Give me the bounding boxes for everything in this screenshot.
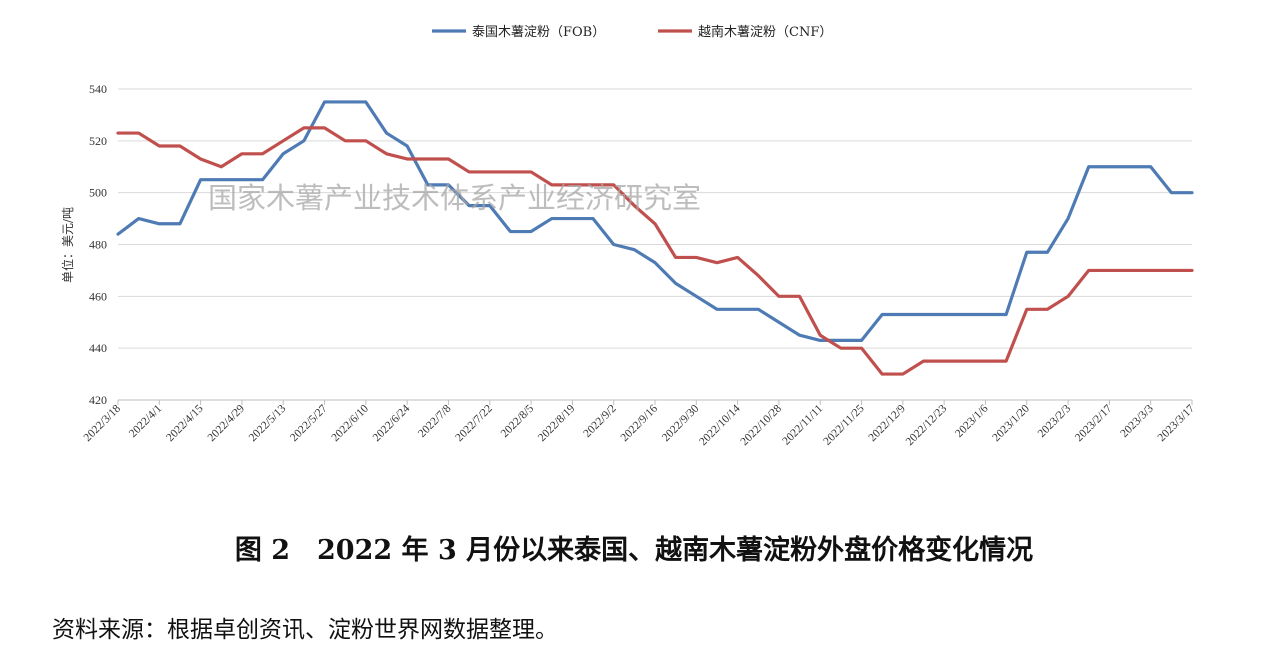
x-tick-label: 2022/9/16 bbox=[619, 402, 661, 444]
legend-label: 泰国木薯淀粉（FOB） bbox=[472, 25, 605, 40]
x-tick-label: 2022/5/27 bbox=[288, 402, 330, 444]
x-tick-label: 2022/9/2 bbox=[581, 402, 619, 440]
y-tick-label: 540 bbox=[89, 82, 107, 96]
x-tick-label: 2022/11/11 bbox=[780, 402, 825, 447]
x-tick-label: 2023/2/17 bbox=[1073, 402, 1115, 444]
y-tick-label: 520 bbox=[89, 134, 107, 148]
x-tick-label: 2023/3/3 bbox=[1118, 402, 1156, 440]
y-tick-label: 480 bbox=[89, 238, 107, 252]
x-tick-label: 2022/10/14 bbox=[697, 402, 743, 448]
x-tick-label: 2023/1/20 bbox=[990, 402, 1032, 444]
series-lines bbox=[116, 100, 1194, 376]
y-axis-label: 单位：美元/吨 bbox=[60, 207, 75, 283]
legend-label: 越南木薯淀粉（CNF） bbox=[698, 24, 832, 40]
x-axis-ticks: 2022/3/18 2022/4/1 2022/4/15 2022/4/29 2022/… bbox=[82, 400, 1198, 448]
x-tick-label: 2022/11/25 bbox=[821, 402, 866, 447]
x-tick-label: 2022/9/30 bbox=[660, 402, 702, 444]
y-tick-label: 460 bbox=[89, 289, 107, 303]
x-tick-label: 2022/6/24 bbox=[371, 402, 413, 444]
y-tick-label: 440 bbox=[89, 341, 107, 355]
source-note: 资料来源：根据卓创资讯、淀粉世界网数据整理。 bbox=[52, 617, 558, 643]
x-tick-label: 2022/4/29 bbox=[206, 402, 248, 444]
series-line-thailand-fob bbox=[116, 100, 1194, 342]
x-tick-label: 2022/7/22 bbox=[453, 402, 495, 444]
x-tick-label: 2023/2/3 bbox=[1036, 402, 1074, 440]
watermark: 国家木薯产业技术体系产业经济研究室 bbox=[208, 181, 701, 215]
x-tick-label: 2022/3/18 bbox=[82, 402, 124, 444]
x-tick-label: 2022/8/5 bbox=[499, 402, 537, 440]
figure-caption: 图 2 2022 年 3 月份以来泰国、越南木薯淀粉外盘价格变化情况 bbox=[234, 535, 1034, 566]
x-tick-label: 2022/6/10 bbox=[330, 402, 372, 444]
x-tick-label: 2022/12/9 bbox=[867, 402, 909, 444]
y-tick-label: 500 bbox=[89, 186, 107, 200]
x-tick-label: 2022/10/28 bbox=[739, 402, 785, 448]
x-tick-label: 2022/8/19 bbox=[536, 402, 578, 444]
legend: 泰国木薯淀粉（FOB） 越南木薯淀粉（CNF） bbox=[432, 24, 832, 40]
series-line-vietnam-cnf bbox=[116, 126, 1194, 376]
x-tick-label: 2022/5/13 bbox=[247, 402, 289, 444]
x-tick-label: 2023/1/6 bbox=[953, 402, 991, 440]
y-tick-label: 420 bbox=[89, 393, 107, 407]
y-axis-ticks: 420 440 460 480 500 520 540 bbox=[89, 82, 107, 407]
x-tick-label: 2022/12/23 bbox=[904, 402, 950, 448]
x-tick-label: 2022/7/8 bbox=[416, 402, 454, 440]
x-tick-label: 2022/4/15 bbox=[164, 402, 206, 444]
x-tick-label: 2022/4/1 bbox=[127, 402, 165, 440]
x-tick-label: 2023/3/17 bbox=[1156, 402, 1198, 444]
